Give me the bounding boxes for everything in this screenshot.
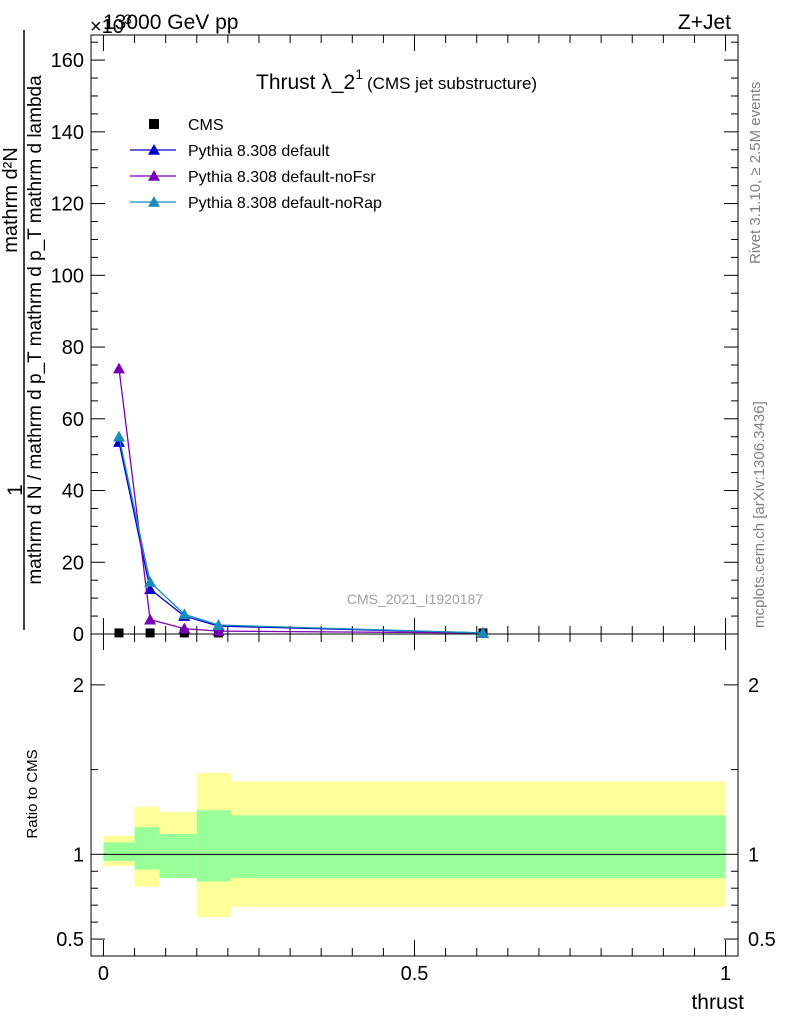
x-tick-label-1: 1 xyxy=(720,963,731,985)
ratio-y-tick-label-right-1: 1 xyxy=(748,844,759,866)
series-point-3 xyxy=(212,619,225,630)
series-point-2 xyxy=(212,625,225,636)
main-y-tick-label-20: 20 xyxy=(62,552,84,574)
ratio-inner-band-2 xyxy=(159,833,197,879)
mcplots-label: mcplots.cern.ch [arXiv:1306.3436] xyxy=(751,401,768,628)
x-tick-label-0: 0 xyxy=(98,963,109,985)
series-layer xyxy=(112,362,489,638)
series-point-2 xyxy=(112,362,125,374)
main-y-label: 1 mathrm d²N mathrm d N / mathrm d p_T m… xyxy=(0,30,46,630)
rivet-label: Rivet 3.1.10, ≥ 2.5M events xyxy=(747,82,764,265)
series-point-3 xyxy=(178,608,191,620)
header-energy: 13000 GeV pp xyxy=(103,11,238,34)
axis-tick-labels: 0 20 40 60 80 100 120 140 160 0 0.5 1 0.5 0.5 1 1 2 2 xyxy=(51,50,776,985)
y-label-top: 1 xyxy=(4,484,27,496)
ratio-inner-band-0 xyxy=(103,842,135,862)
series-point-2 xyxy=(144,613,157,625)
legend-marker-3 xyxy=(148,196,160,207)
header-process: Z+Jet xyxy=(678,11,731,34)
plot-title: Thrust λ_21 (CMS jet substructure) xyxy=(256,66,537,94)
y-label-denominator: mathrm d N / mathrm d p_T mathrm d p_T m… xyxy=(25,75,46,585)
main-y-tick-label-160: 160 xyxy=(51,50,84,72)
x-tick-label-0.5: 0.5 xyxy=(401,963,429,985)
main-y-tick-label-0: 0 xyxy=(73,624,84,646)
series-point-3 xyxy=(476,626,489,638)
exponent-label: ×103 xyxy=(90,11,132,38)
series-point-3 xyxy=(144,575,157,587)
ratio-inner-band-1 xyxy=(134,827,160,870)
ratio-y-tick-label-1: 1 xyxy=(73,844,84,866)
cms-point xyxy=(145,628,155,638)
legend-marker-2 xyxy=(148,170,160,181)
main-y-tick-label-80: 80 xyxy=(62,337,84,359)
analysis-watermark: CMS_2021_I1920187 xyxy=(347,591,483,607)
legend: CMS Pythia 8.308 default Pythia 8.308 defa… xyxy=(130,117,382,212)
legend-label-2: Pythia 8.308 default-noFsr xyxy=(188,169,376,186)
legend-marker-0 xyxy=(149,119,159,129)
x-axis-label: thrust xyxy=(691,991,744,1014)
legend-label-3: Pythia 8.308 default-noRap xyxy=(188,195,382,212)
legend-label-0: CMS xyxy=(188,117,224,134)
main-y-tick-label-120: 120 xyxy=(51,194,84,216)
main-y-tick-label-140: 140 xyxy=(51,122,84,144)
ratio-y-label: Ratio to CMS xyxy=(24,749,41,838)
ratio-y-tick-label-2: 2 xyxy=(73,675,84,697)
cms-point xyxy=(114,628,124,638)
main-y-tick-label-40: 40 xyxy=(62,481,84,503)
y-label-numerator: mathrm d²N xyxy=(0,147,22,253)
ratio-y-tick-label-right-2: 2 xyxy=(748,675,759,697)
legend-label-1: Pythia 8.308 default xyxy=(188,143,330,160)
ratio-y-tick-label-0.5: 0.5 xyxy=(56,929,84,951)
series-point-3 xyxy=(112,430,125,442)
series-point-2 xyxy=(178,622,191,634)
ratio-inner-band-4 xyxy=(230,815,726,879)
ratio-bands xyxy=(103,772,726,918)
legend-marker-1 xyxy=(148,144,160,155)
ratio-inner-band-3 xyxy=(196,810,231,882)
main-y-tick-label-60: 60 xyxy=(62,409,84,431)
main-y-tick-label-100: 100 xyxy=(51,265,84,287)
ratio-y-tick-label-right-0.5: 0.5 xyxy=(748,929,776,951)
